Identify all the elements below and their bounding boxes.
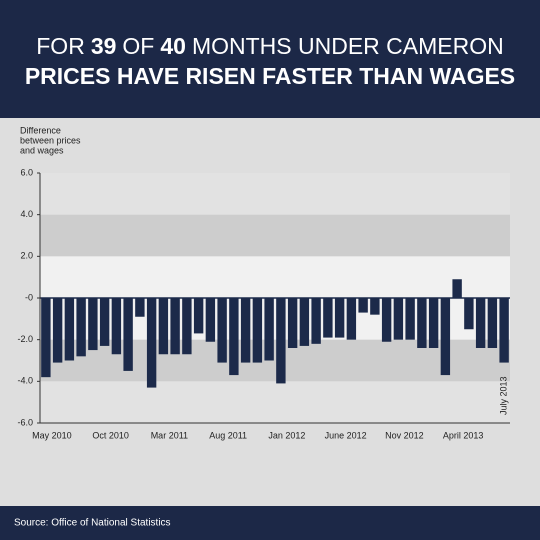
- bar: [240, 298, 251, 363]
- x-tick-label: July 2013: [499, 376, 509, 415]
- y-tick-label: 6.0: [20, 167, 33, 177]
- y-tick-label: -6.0: [17, 417, 33, 427]
- chart-subtitle: PRICES HAVE RISEN FASTER THAN WAGES: [25, 63, 515, 89]
- bar: [41, 298, 51, 378]
- bar: [111, 298, 122, 355]
- y-tick-label: -2.0: [17, 334, 33, 344]
- x-tick-label: May 2010: [32, 430, 72, 440]
- bar: [452, 279, 462, 298]
- bar: [475, 298, 486, 348]
- title-part: OF: [122, 33, 154, 59]
- header: [0, 0, 540, 118]
- y-tick-label: 4.0: [20, 209, 33, 219]
- y-axis-label: Difference: [20, 125, 61, 135]
- bar: [358, 298, 368, 313]
- x-tick-label: Aug 2011: [209, 430, 247, 440]
- bar: [158, 298, 169, 355]
- title-part: MONTHS UNDER CAMERON: [192, 33, 504, 59]
- band: [40, 214, 510, 257]
- bar: [170, 298, 180, 355]
- bar: [417, 298, 427, 348]
- x-tick-label: April 2013: [443, 430, 484, 440]
- title-part: 40: [160, 33, 186, 59]
- bar: [229, 298, 239, 376]
- x-tick-label: Mar 2011: [151, 430, 188, 440]
- x-tick-label: Jan 2012: [268, 430, 305, 440]
- bar: [323, 298, 333, 338]
- bar: [88, 298, 98, 351]
- bar: [99, 298, 110, 346]
- bar: [64, 298, 75, 361]
- bar: [182, 298, 192, 355]
- bar: [311, 298, 321, 344]
- x-tick-label: Nov 2012: [385, 430, 424, 440]
- bar: [487, 298, 498, 348]
- bar: [123, 298, 133, 371]
- bar: [440, 298, 451, 376]
- source: Source: Office of National Statistics: [14, 518, 171, 529]
- chart-title: FOR 39 OF 40 MONTHS UNDER CAMERON: [36, 33, 503, 59]
- bar: [405, 298, 415, 340]
- bar: [299, 298, 310, 346]
- bar: [287, 298, 298, 348]
- bar: [205, 298, 216, 342]
- bar: [217, 298, 227, 363]
- bar: [276, 298, 286, 384]
- y-tick-label: -0: [25, 292, 33, 302]
- bar: [264, 298, 274, 361]
- outer-band: [40, 381, 510, 423]
- bar: [193, 298, 204, 334]
- y-tick-label: -4.0: [17, 376, 33, 386]
- bar: [464, 298, 474, 330]
- bar: [499, 298, 509, 363]
- bar: [76, 298, 86, 357]
- title-part: FOR: [36, 33, 85, 59]
- bar: [135, 298, 145, 317]
- bar: [428, 298, 439, 348]
- bar: [146, 298, 157, 388]
- x-tick-label: June 2012: [325, 430, 367, 440]
- footer: [0, 506, 540, 540]
- y-tick-label: 2.0: [20, 251, 33, 261]
- band: [40, 339, 510, 382]
- y-axis-label: and wages: [20, 145, 64, 155]
- x-tick-label: Oct 2010: [92, 430, 129, 440]
- bar: [334, 298, 345, 338]
- bar: [393, 298, 404, 340]
- bar: [52, 298, 63, 363]
- bar: [370, 298, 380, 315]
- outer-band: [40, 173, 510, 215]
- y-axis-label: between prices: [20, 135, 81, 145]
- bar: [381, 298, 392, 342]
- bar: [252, 298, 263, 363]
- bar: [346, 298, 357, 340]
- title-part: 39: [91, 33, 117, 59]
